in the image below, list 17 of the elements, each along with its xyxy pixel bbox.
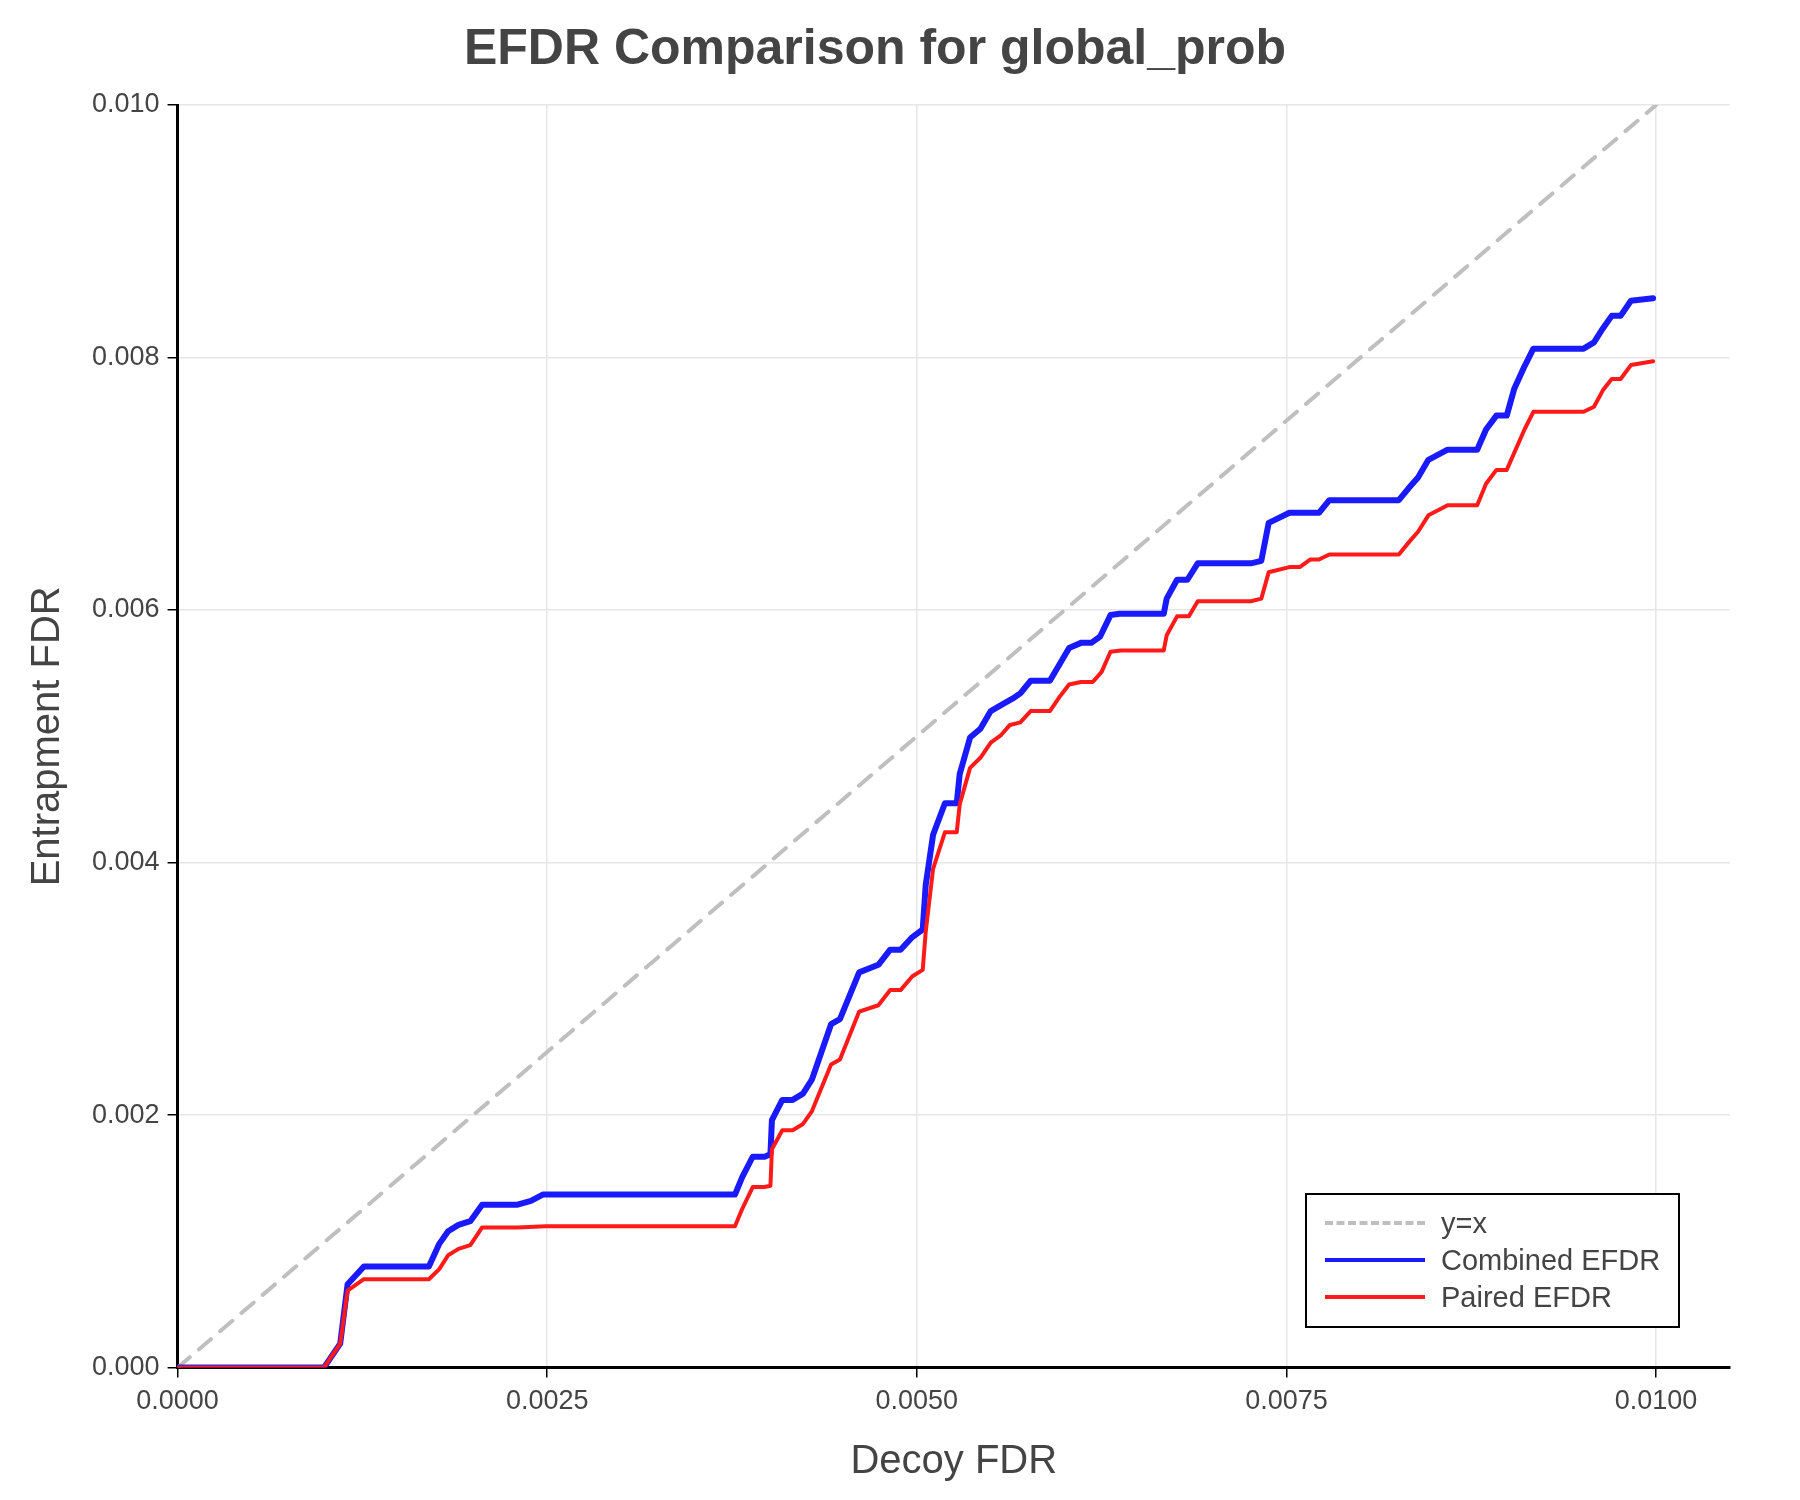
y-tick-label: 0.002 [91,1098,160,1129]
chart-title: EFDR Comparison for global_prob [463,18,1287,75]
legend-label: Paired EFDR [1441,1280,1612,1314]
x-tick-label: 0.0050 [875,1385,959,1416]
legend-label: y=x [1441,1206,1487,1240]
y-tick-label: 0.004 [91,846,160,877]
x-tick-label: 0.0075 [1245,1385,1328,1416]
x-tick-label: 0.0100 [1614,1385,1698,1416]
y-tick-label: 0.006 [91,593,160,624]
y-tick-label: 0.000 [91,1351,160,1382]
x-tick-label: 0.0025 [505,1385,589,1416]
y-tick-label: 0.010 [91,88,160,119]
x-axis-title: Decoy FDR [850,1437,1058,1482]
y-tick-label: 0.008 [91,340,160,371]
legend-label: Combined EFDR [1441,1243,1661,1277]
y-axis-title: Entrapment FDR [23,586,68,887]
x-tick-label: 0.0000 [136,1385,219,1416]
